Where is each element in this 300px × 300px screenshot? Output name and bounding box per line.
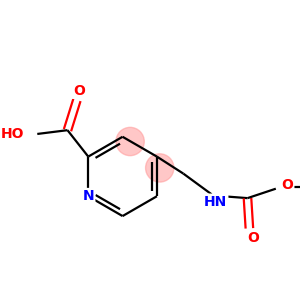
Text: O: O [73, 83, 85, 98]
Circle shape [146, 154, 174, 182]
Text: O: O [281, 178, 293, 192]
Text: HN: HN [204, 195, 227, 209]
Text: O: O [247, 231, 259, 245]
Text: HO: HO [1, 127, 24, 141]
Circle shape [116, 128, 144, 156]
Text: N: N [82, 189, 94, 203]
